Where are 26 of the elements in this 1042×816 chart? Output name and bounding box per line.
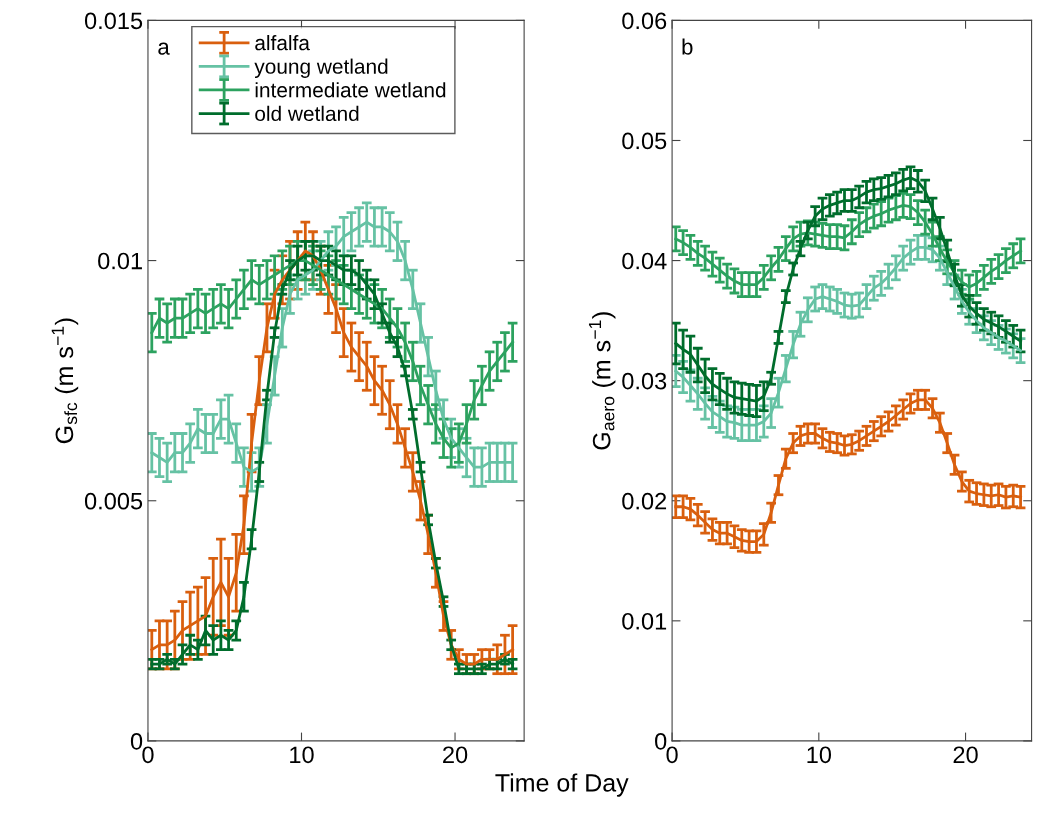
- x-tick-label: 0: [666, 746, 678, 764]
- y-tick-label: 0.06: [622, 12, 667, 30]
- x-tick-label: 10: [290, 746, 314, 764]
- y-tick-label: 0.02: [622, 492, 667, 510]
- x-axis-title: Time of Day: [495, 773, 629, 797]
- x-tick-label: 0: [142, 746, 154, 764]
- y-tick-label: 0.01: [622, 612, 667, 630]
- y-tick-label: 0.03: [622, 372, 667, 390]
- y-tick-label: 0: [655, 733, 667, 750]
- y-axis-title: G$_{aero}$ (m s$^{−1}$): [588, 312, 616, 450]
- x-tick-label: 10: [807, 746, 832, 764]
- legend-label: alfalfa: [255, 34, 310, 51]
- x-tick-label: 20: [443, 746, 468, 764]
- legend-label: young wetland: [254, 58, 388, 78]
- y-axis-title: G$_{sfc}$ (m s$^{−1}$): [51, 318, 79, 444]
- annotation: a: [158, 42, 170, 55]
- y-tick-label: 0.015: [84, 12, 143, 30]
- y-tick-label: 0.005: [84, 492, 143, 510]
- y-tick-label: 0.04: [622, 252, 667, 270]
- legend-label: old wetland: [255, 105, 359, 122]
- y-tick-label: 0: [130, 733, 143, 750]
- annotation: b: [682, 38, 693, 55]
- y-tick-label: 0.01: [98, 252, 142, 270]
- y-tick-label: 0.05: [622, 132, 667, 150]
- legend-label: intermediate wetland: [255, 82, 446, 98]
- x-tick-label: 20: [953, 746, 978, 764]
